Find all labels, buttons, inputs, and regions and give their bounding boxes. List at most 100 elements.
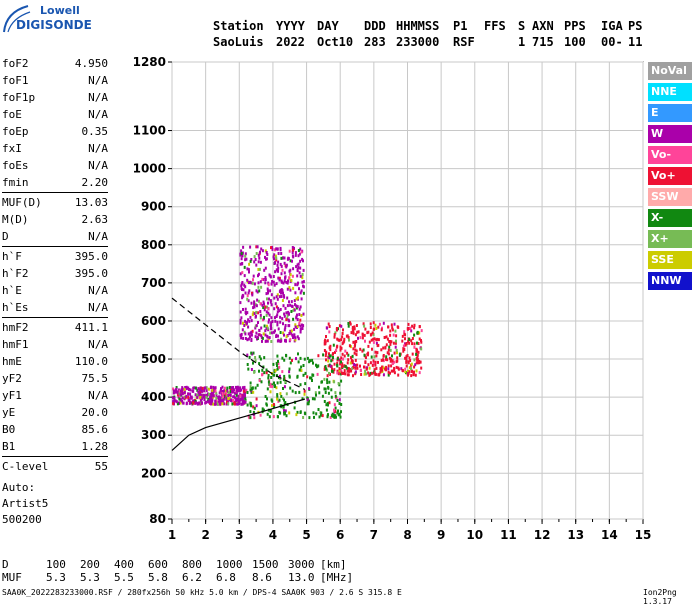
echo-point	[351, 354, 354, 358]
echo-point	[293, 406, 296, 410]
echo-point	[328, 401, 331, 405]
echo-point	[285, 318, 288, 322]
echo-point	[365, 356, 367, 360]
echo-point	[407, 372, 410, 376]
param-row: h`F 395.0	[2, 248, 108, 265]
echo-point	[259, 413, 262, 417]
echo-point	[352, 331, 355, 335]
param-row: hmE 110.0	[2, 353, 108, 370]
echo-point	[207, 392, 209, 396]
distance-value: 600	[148, 558, 168, 571]
echo-point	[390, 358, 393, 361]
header-value-5: RSF	[453, 35, 475, 49]
param-label: yF2	[2, 372, 22, 385]
echo-point	[349, 361, 352, 365]
echo-point	[301, 280, 304, 284]
echo-point	[215, 391, 218, 395]
echo-point	[412, 373, 415, 377]
echo-point	[350, 356, 352, 360]
echo-point	[255, 289, 258, 293]
echo-point	[297, 266, 300, 269]
echo-point	[176, 393, 179, 397]
echo-point	[244, 291, 247, 295]
echo-point	[225, 391, 228, 395]
param-row: foEs N/A	[2, 157, 108, 174]
echo-point	[313, 397, 316, 401]
echo-point	[287, 256, 290, 260]
echo-point	[420, 329, 423, 333]
echo-point	[249, 401, 252, 405]
echo-point	[295, 357, 297, 361]
echo-point	[291, 358, 293, 362]
echo-point	[226, 394, 228, 397]
echo-point	[214, 389, 217, 393]
echo-point	[299, 274, 302, 278]
echo-point	[282, 281, 285, 285]
echo-point	[353, 325, 356, 329]
echo-point	[317, 354, 320, 358]
y-tick-label: 500	[141, 352, 166, 366]
echo-point	[248, 319, 251, 323]
echo-point	[280, 395, 283, 398]
param-row: B1 1.28	[2, 438, 108, 455]
echo-point	[228, 397, 231, 400]
echo-point	[283, 279, 286, 283]
param-label: M(D)	[2, 213, 29, 226]
echo-point	[244, 400, 247, 404]
echo-point	[295, 265, 298, 269]
echo-point	[391, 328, 394, 332]
echo-point	[413, 342, 416, 346]
echo-point	[246, 391, 249, 394]
echo-point	[280, 272, 283, 276]
echo-point	[257, 272, 260, 276]
echo-point	[270, 376, 273, 379]
echo-point	[417, 350, 420, 354]
echo-point	[283, 256, 286, 260]
echo-point	[296, 267, 299, 271]
echo-point	[320, 411, 323, 415]
echo-point	[334, 331, 337, 335]
param-row: foF1 N/A	[2, 72, 108, 89]
echo-point	[250, 319, 253, 323]
echo-point	[418, 337, 421, 341]
echo-point	[237, 394, 240, 398]
echo-point	[413, 323, 416, 327]
echo-point	[381, 365, 384, 369]
echo-point	[393, 360, 396, 364]
echo-point	[234, 391, 237, 395]
echo-point	[386, 358, 389, 362]
header-label-0: Station	[213, 19, 264, 33]
echo-point	[371, 371, 374, 375]
echo-point	[382, 321, 385, 325]
echo-point	[387, 367, 390, 371]
echo-point	[188, 401, 191, 405]
echo-point	[289, 273, 292, 277]
echo-point	[237, 397, 240, 401]
echo-point	[178, 397, 181, 401]
param-label: foF2	[2, 57, 29, 70]
echo-point	[265, 310, 268, 314]
echo-point	[182, 401, 185, 405]
echo-point	[249, 259, 252, 263]
echo-point	[283, 312, 286, 316]
echo-point	[339, 415, 342, 419]
echo-point	[389, 359, 392, 363]
echo-point	[294, 251, 297, 255]
echo-point	[284, 401, 287, 404]
echo-point	[365, 372, 368, 376]
echo-point	[242, 321, 244, 325]
echo-point	[190, 396, 193, 400]
distance-value: 3000	[288, 558, 315, 571]
y-tick-label: 1100	[133, 124, 166, 138]
echo-point	[178, 389, 181, 393]
echo-point	[244, 319, 247, 323]
echo-point	[375, 354, 378, 358]
echo-point	[242, 245, 245, 249]
x-tick-label: 8	[403, 528, 411, 542]
echo-point	[172, 400, 175, 403]
echo-point	[380, 328, 383, 332]
echo-point	[244, 332, 247, 336]
echo-point	[292, 336, 294, 339]
echo-point	[276, 293, 279, 297]
echo-point	[299, 247, 302, 251]
